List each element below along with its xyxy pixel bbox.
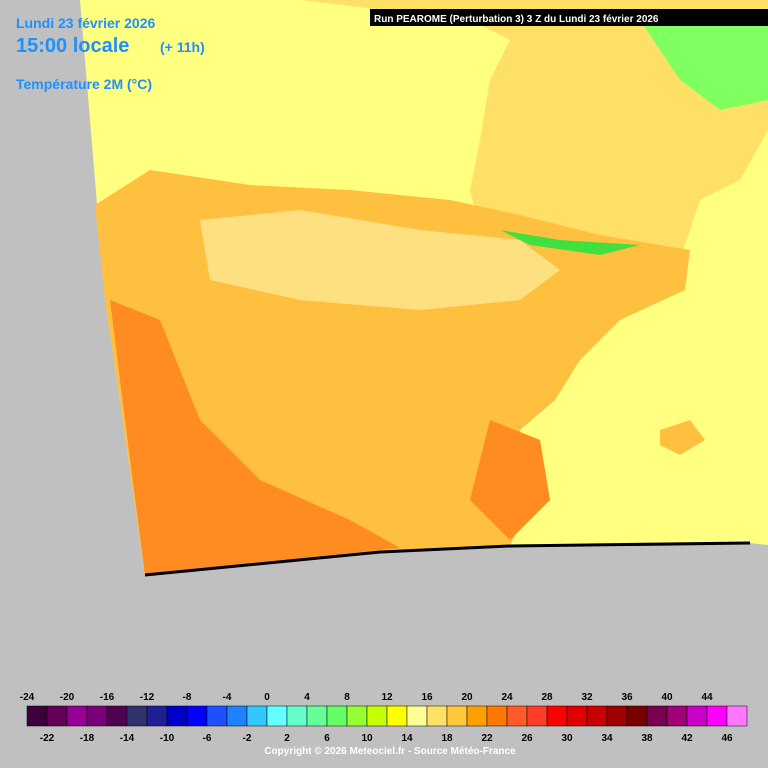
legend-swatch (306, 705, 328, 727)
legend-swatch (186, 705, 208, 727)
legend-label: -18 (80, 733, 95, 744)
legend-label: 42 (681, 733, 693, 744)
legend-label: -24 (20, 692, 35, 703)
legend-label: 18 (441, 733, 453, 744)
legend-label: 14 (401, 733, 413, 744)
alps-cold (640, 10, 768, 110)
legend-label: 8 (344, 692, 350, 703)
legend-label: -10 (160, 733, 175, 744)
parameter: Température 2M (°C) (16, 76, 152, 92)
legend-label: 32 (581, 692, 593, 703)
copyright: Copyright © 2026 Meteociel.fr - Source M… (264, 746, 516, 757)
legend-label: -22 (40, 733, 55, 744)
legend-label: -12 (140, 692, 155, 703)
legend-label: 10 (361, 733, 373, 744)
legend-label: 16 (421, 692, 433, 703)
legend-label: 2 (284, 733, 290, 744)
legend-swatch (666, 705, 688, 727)
legend-swatch (46, 705, 68, 727)
legend-label: -8 (183, 692, 192, 703)
legend-swatch (66, 705, 88, 727)
legend-swatch (726, 705, 748, 727)
legend-swatch (166, 705, 188, 727)
pyrenees-cold (500, 230, 640, 255)
legend-swatch (566, 705, 588, 727)
run-banner (370, 9, 768, 26)
legend-label: 20 (461, 692, 473, 703)
legend-swatch (266, 705, 288, 727)
legend-label: 40 (661, 692, 673, 703)
legend-label: 0 (264, 692, 270, 703)
legend-swatch (446, 705, 468, 727)
central-plateau (200, 210, 560, 310)
legend-swatch (646, 705, 668, 727)
legend-swatch (206, 705, 228, 727)
legend-swatch (86, 705, 108, 727)
legend-label: 26 (521, 733, 533, 744)
legend-swatch (146, 705, 168, 727)
legend-label: 34 (601, 733, 613, 744)
legend-swatch (26, 705, 48, 727)
warm-south-east (470, 420, 550, 540)
legend-label: 6 (324, 733, 330, 744)
legend-label: -14 (120, 733, 135, 744)
legend-label: 22 (481, 733, 493, 744)
legend-label: 46 (721, 733, 733, 744)
warm-south-west (110, 300, 400, 575)
legend-label: 24 (501, 692, 513, 703)
date: Lundi 23 février 2026 (16, 15, 156, 31)
run-info: Run PEAROME (Perturbation 3) 3 Z du Lund… (374, 14, 659, 25)
legend-swatch (706, 705, 728, 727)
legend-swatch (406, 705, 428, 727)
legend-label: -4 (223, 692, 232, 703)
legend-swatch (466, 705, 488, 727)
legend-label: -6 (203, 733, 212, 744)
legend-label: 44 (701, 692, 713, 703)
legend-swatch (426, 705, 448, 727)
local-time: 15:00 locale (16, 35, 129, 57)
legend-swatch (606, 705, 628, 727)
legend-label: 12 (381, 692, 393, 703)
legend-label: 4 (304, 692, 310, 703)
legend-label: -20 (60, 692, 75, 703)
legend-swatch (346, 705, 368, 727)
legend-swatch (286, 705, 308, 727)
domain-edge (144, 541, 751, 577)
mallorca (660, 420, 705, 455)
legend-label: -2 (243, 733, 252, 744)
legend-swatch (626, 705, 648, 727)
legend-swatch (106, 705, 128, 727)
legend-swatch (486, 705, 508, 727)
legend-swatch (506, 705, 528, 727)
legend-swatch (546, 705, 568, 727)
legend-swatch (326, 705, 348, 727)
legend-label: -16 (100, 692, 115, 703)
legend-swatch (366, 705, 388, 727)
legend-label: 36 (621, 692, 633, 703)
legend-swatch (386, 705, 408, 727)
legend-swatch (126, 705, 148, 727)
legend-label: 30 (561, 733, 573, 744)
time-offset: (+ 11h) (160, 39, 205, 55)
legend-panel (0, 685, 768, 768)
legend-swatch (246, 705, 268, 727)
legend-label: 28 (541, 692, 553, 703)
legend-swatch (686, 705, 708, 727)
legend-swatch (586, 705, 608, 727)
legend-label: 38 (641, 733, 653, 744)
legend-swatch (526, 705, 548, 727)
legend-swatch (226, 705, 248, 727)
